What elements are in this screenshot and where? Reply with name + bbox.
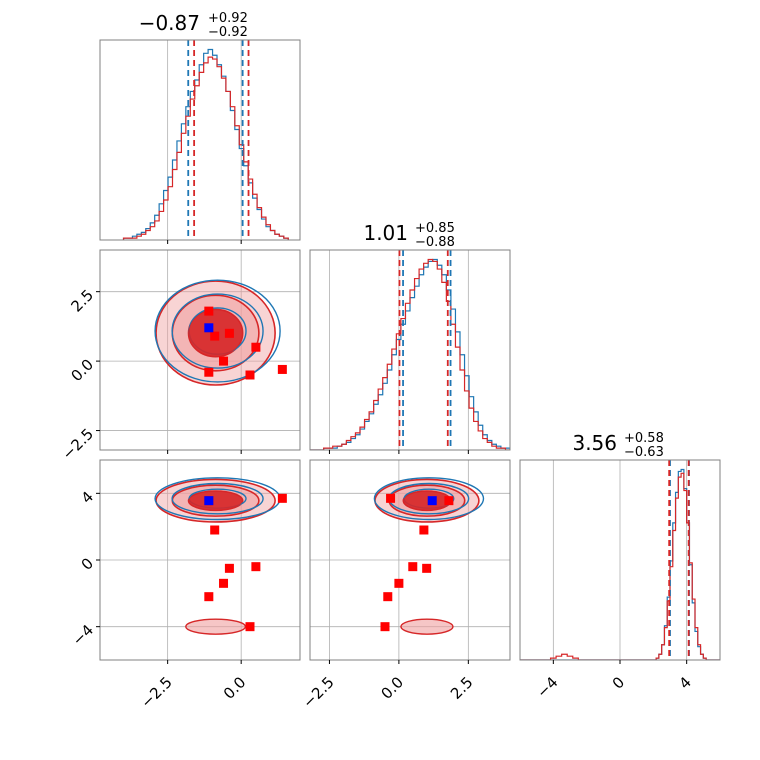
marker-red-2-1-5 [386, 493, 396, 503]
x-tick-label-1-0: −2.5 [299, 673, 337, 711]
marker-red-2-1-2 [422, 563, 432, 573]
title-sup-1: +0.92 [208, 11, 248, 26]
hist-red-0 [122, 56, 289, 240]
marker-red-2-0-4 [245, 622, 255, 632]
marker-red-2-1-1 [419, 525, 429, 535]
marker-red-1-0-1 [210, 331, 220, 341]
marker-red-1-0-6 [204, 367, 214, 377]
contour-blue-1-0-0 [154, 279, 281, 383]
marker-red-2-0-5 [277, 493, 287, 503]
title-sup-2: +0.85 [415, 221, 455, 236]
marker-red-2-1-0 [444, 496, 454, 506]
marker-red-1-0-3 [219, 356, 229, 366]
marker-blue-1-0-0 [204, 323, 214, 333]
marker-red-1-0-7 [251, 342, 261, 352]
marker-red-2-1-4 [380, 622, 390, 632]
marker-red-1-0-2 [224, 328, 234, 338]
panel-2-1 [310, 460, 510, 660]
x-tick-label-2-2: 4 [675, 673, 694, 692]
marker-red-2-0-1 [210, 525, 220, 535]
marker-red-2-1-6 [383, 592, 393, 602]
contour-mode2-2-0 [185, 618, 247, 635]
title-sub-1: −0.92 [208, 25, 248, 40]
marker-red-2-0-3 [219, 578, 229, 588]
hist-red-1 [310, 258, 510, 450]
y-tick-label-2-1: 0 [78, 554, 97, 573]
hist-red-2 [520, 472, 720, 660]
marker-red-2-0-7 [251, 562, 261, 572]
title-main-1: −0.87 [139, 11, 200, 35]
title-sub-2: −0.88 [415, 235, 455, 250]
x-tick-label-1-1: 0.0 [378, 673, 408, 703]
title-sup-3: +0.58 [624, 431, 664, 446]
y-tick-label-1-1: 0.0 [67, 355, 97, 385]
hist-blue-1 [310, 258, 510, 450]
marker-red-2-1-7 [408, 562, 418, 572]
x-tick-label-0-0: −2.5 [137, 673, 175, 711]
marker-red-1-0-5 [277, 364, 287, 374]
x-tick-label-2-0: −4 [533, 673, 561, 701]
panel-frame-1-0 [99, 249, 301, 451]
title-main-2: 1.01 [363, 221, 408, 245]
title-sub-3: −0.63 [624, 445, 664, 460]
y-tick-label-2-0: −4 [69, 621, 97, 649]
contour-core-2-0 [188, 491, 243, 511]
marker-red-2-0-2 [224, 563, 234, 573]
marker-red-2-1-3 [394, 578, 404, 588]
marker-blue-2-0-0 [204, 496, 214, 506]
x-tick-label-0-1: 0.0 [220, 673, 250, 703]
x-tick-label-1-2: 2.5 [447, 673, 477, 703]
panel-1-1 [310, 250, 510, 450]
panel-0-0 [122, 40, 289, 240]
panel-frame-2-1 [309, 459, 511, 661]
panel-frame-0-0 [99, 39, 301, 241]
contour-core-2-1 [403, 491, 451, 511]
marker-red-2-0-6 [204, 592, 214, 602]
contour-mode2-2-1 [400, 618, 454, 635]
y-tick-label-1-2: 2.5 [67, 286, 97, 316]
title-param-1: −0.87 [139, 11, 200, 35]
panel-frame-1-1 [309, 249, 511, 451]
contour-blue-1-0-1 [171, 293, 264, 369]
panel-2-2 [520, 460, 720, 660]
marker-red-1-0-4 [245, 370, 255, 380]
title-param-3: 3.56 [572, 431, 617, 455]
marker-blue-2-1-0 [427, 496, 437, 506]
panel-1-0 [100, 250, 300, 450]
title-param-2: 1.01 [363, 221, 408, 245]
x-tick-label-2-1: 0 [609, 673, 628, 692]
y-tick-label-2-2: 4 [78, 488, 97, 507]
hist-blue-0 [122, 48, 289, 240]
y-tick-label-1-0: −2.5 [59, 425, 97, 463]
contour-blue-2-1-0 [373, 477, 485, 521]
contour-blue-2-0-1 [171, 482, 264, 515]
panels-layer: −2.5 0.0 2.5 −2.5 0.0 −4 0 4 −2.5 0.0 2.5 −4 0 4 [59, 39, 721, 712]
marker-red-1-0-0 [204, 306, 214, 316]
title-main-3: 3.56 [572, 431, 617, 455]
panel-2-0 [100, 460, 300, 660]
